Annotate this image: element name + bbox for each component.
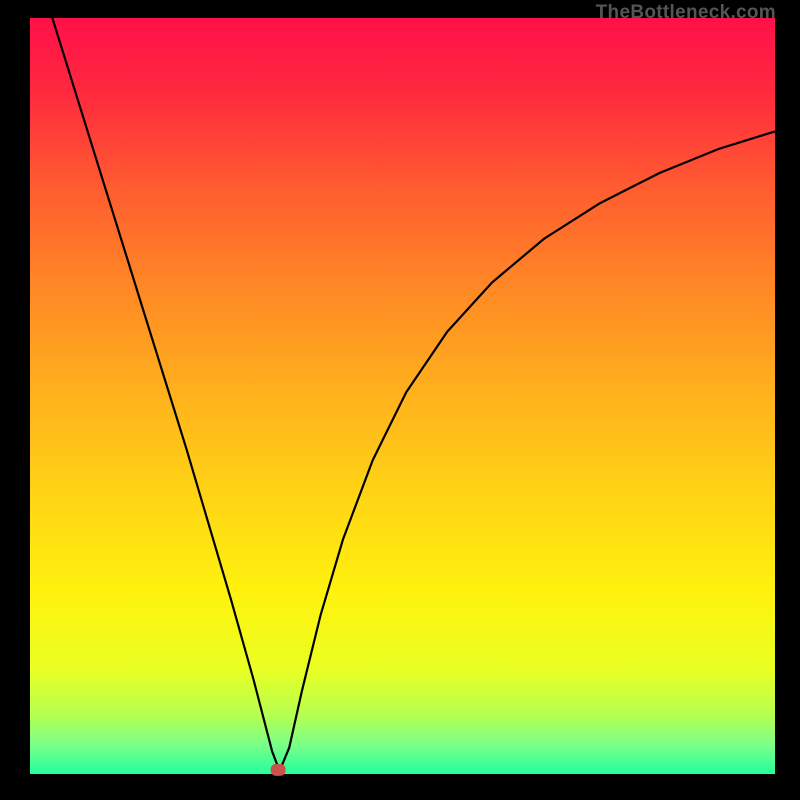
vertex-marker xyxy=(271,764,285,775)
curve-layer xyxy=(0,0,800,800)
bottleneck-curve xyxy=(52,18,775,771)
watermark-text: TheBottleneck.com xyxy=(596,2,776,24)
chart-stage: TheBottleneck.com xyxy=(0,0,800,800)
